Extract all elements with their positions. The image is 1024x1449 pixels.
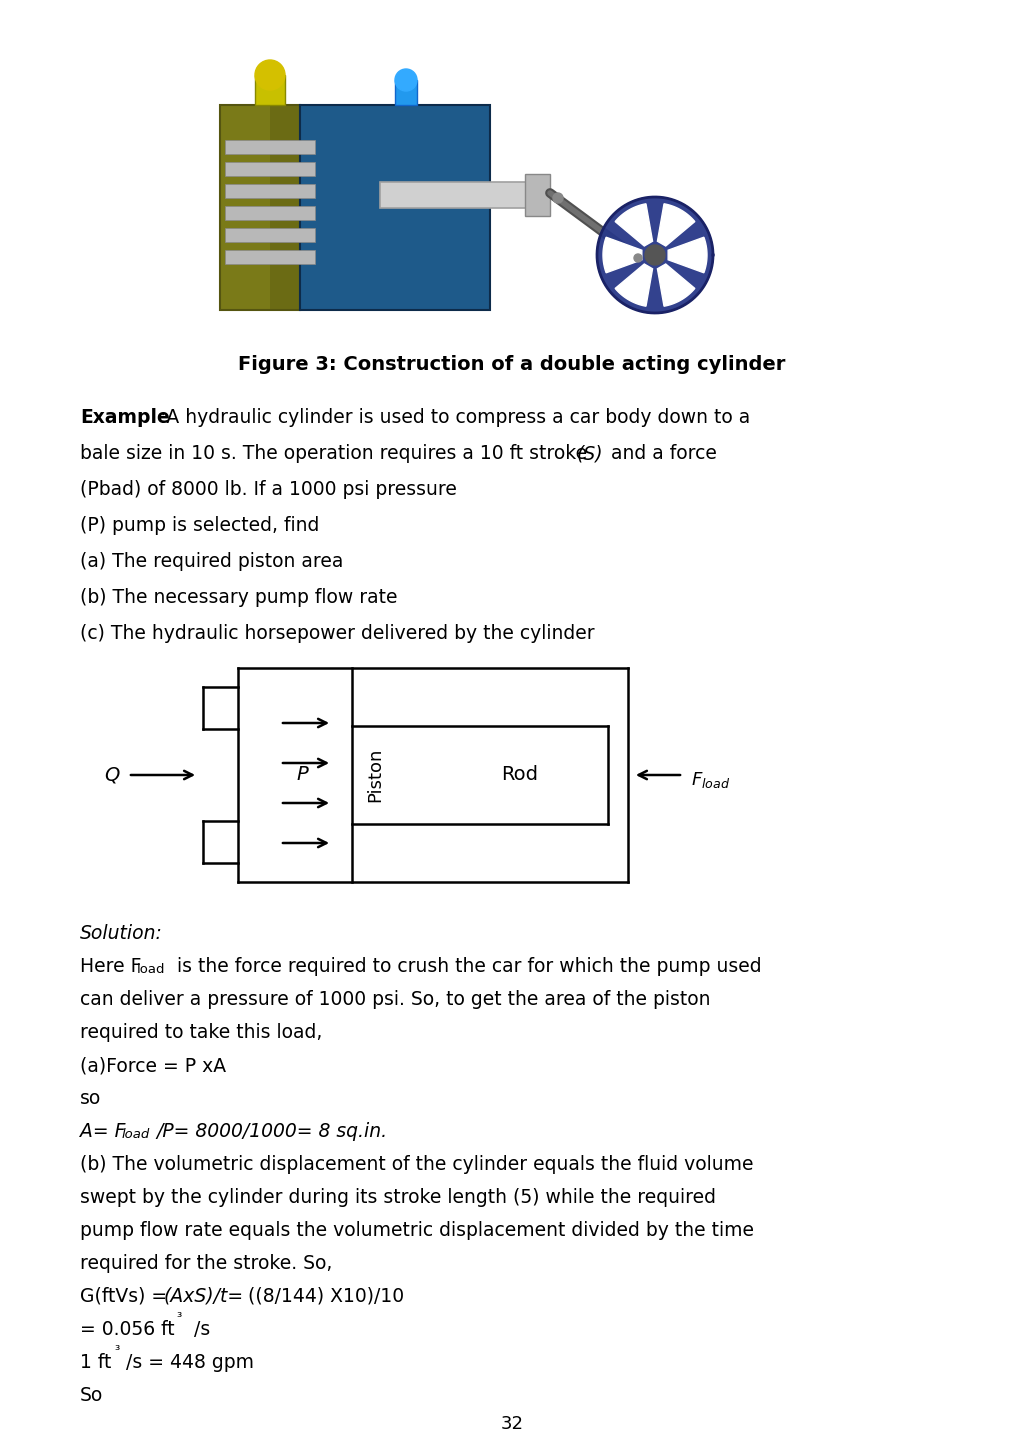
Polygon shape — [597, 197, 713, 313]
Text: $F_{load}$: $F_{load}$ — [691, 769, 730, 790]
Text: Q: Q — [104, 765, 120, 784]
Polygon shape — [255, 75, 285, 104]
Text: can deliver a pressure of 1000 psi. So, to get the area of the piston: can deliver a pressure of 1000 psi. So, … — [80, 990, 711, 1009]
Circle shape — [634, 254, 642, 262]
Text: so: so — [80, 1090, 101, 1108]
Text: pump flow rate equals the volumetric displacement divided by the time: pump flow rate equals the volumetric dis… — [80, 1222, 754, 1240]
Text: ³: ³ — [176, 1311, 181, 1324]
Polygon shape — [615, 204, 652, 246]
Text: P: P — [296, 765, 308, 784]
Text: (a) The required piston area: (a) The required piston area — [80, 552, 343, 571]
Text: swept by the cylinder during its stroke length (5) while the required: swept by the cylinder during its stroke … — [80, 1188, 716, 1207]
Text: = 0.056 ft: = 0.056 ft — [80, 1320, 175, 1339]
Text: (AxS)/t=: (AxS)/t= — [164, 1287, 244, 1306]
Text: /s = 448 gpm: /s = 448 gpm — [126, 1353, 254, 1372]
Polygon shape — [220, 104, 300, 310]
Polygon shape — [615, 264, 652, 306]
Text: (b) The volumetric displacement of the cylinder equals the fluid volume: (b) The volumetric displacement of the c… — [80, 1155, 754, 1174]
Text: load: load — [137, 964, 166, 977]
Text: (c) The hydraulic horsepower delivered by the cylinder: (c) The hydraulic horsepower delivered b… — [80, 625, 595, 643]
Text: ³: ³ — [114, 1345, 119, 1358]
Text: required to take this load,: required to take this load, — [80, 1023, 323, 1042]
Polygon shape — [603, 238, 642, 272]
Circle shape — [645, 245, 665, 265]
Circle shape — [255, 59, 285, 90]
Polygon shape — [657, 264, 695, 306]
Circle shape — [395, 70, 417, 91]
Text: /P= 8000/1000= 8 sq.in.: /P= 8000/1000= 8 sq.in. — [156, 1122, 387, 1140]
Text: G(ftVs) =: G(ftVs) = — [80, 1287, 173, 1306]
Text: Piston: Piston — [366, 748, 384, 803]
Polygon shape — [668, 238, 707, 272]
Text: (b) The necessary pump flow rate: (b) The necessary pump flow rate — [80, 588, 397, 607]
Polygon shape — [657, 204, 695, 246]
Text: Figure 3: Construction of a double acting cylinder: Figure 3: Construction of a double actin… — [239, 355, 785, 374]
Text: Solution:: Solution: — [80, 924, 163, 943]
Polygon shape — [525, 174, 550, 216]
Text: 1 ft: 1 ft — [80, 1353, 112, 1372]
Text: Here F: Here F — [80, 956, 141, 977]
Polygon shape — [270, 104, 300, 310]
Text: required for the stroke. So,: required for the stroke. So, — [80, 1253, 333, 1274]
Polygon shape — [225, 227, 315, 242]
Polygon shape — [395, 80, 417, 104]
Text: (a)Force = P xA: (a)Force = P xA — [80, 1056, 226, 1075]
Polygon shape — [225, 184, 315, 199]
Text: 32: 32 — [501, 1416, 523, 1433]
Text: Example: Example — [80, 409, 170, 427]
Text: bale size in 10 s. The operation requires a 10 ft stroke: bale size in 10 s. The operation require… — [80, 443, 593, 464]
Polygon shape — [225, 162, 315, 175]
Polygon shape — [225, 141, 315, 154]
Text: ((8/144) X10)/10: ((8/144) X10)/10 — [242, 1287, 404, 1306]
Text: (S): (S) — [577, 443, 603, 464]
Polygon shape — [225, 251, 315, 264]
Text: So: So — [80, 1387, 103, 1406]
Text: (P) pump is selected, find: (P) pump is selected, find — [80, 516, 319, 535]
Text: and a force: and a force — [605, 443, 717, 464]
Polygon shape — [380, 183, 545, 209]
Text: (Pbad) of 8000 lb. If a 1000 psi pressure: (Pbad) of 8000 lb. If a 1000 psi pressur… — [80, 480, 457, 498]
Polygon shape — [225, 206, 315, 220]
Circle shape — [553, 193, 563, 203]
Text: is the force required to crush the car for which the pump used: is the force required to crush the car f… — [171, 956, 762, 977]
Text: /s: /s — [188, 1320, 210, 1339]
Text: Rod: Rod — [502, 765, 539, 784]
Text: :A hydraulic cylinder is used to compress a car body down to a: :A hydraulic cylinder is used to compres… — [160, 409, 751, 427]
Text: load: load — [122, 1127, 151, 1140]
Polygon shape — [300, 104, 490, 310]
Text: A= F: A= F — [80, 1122, 125, 1140]
